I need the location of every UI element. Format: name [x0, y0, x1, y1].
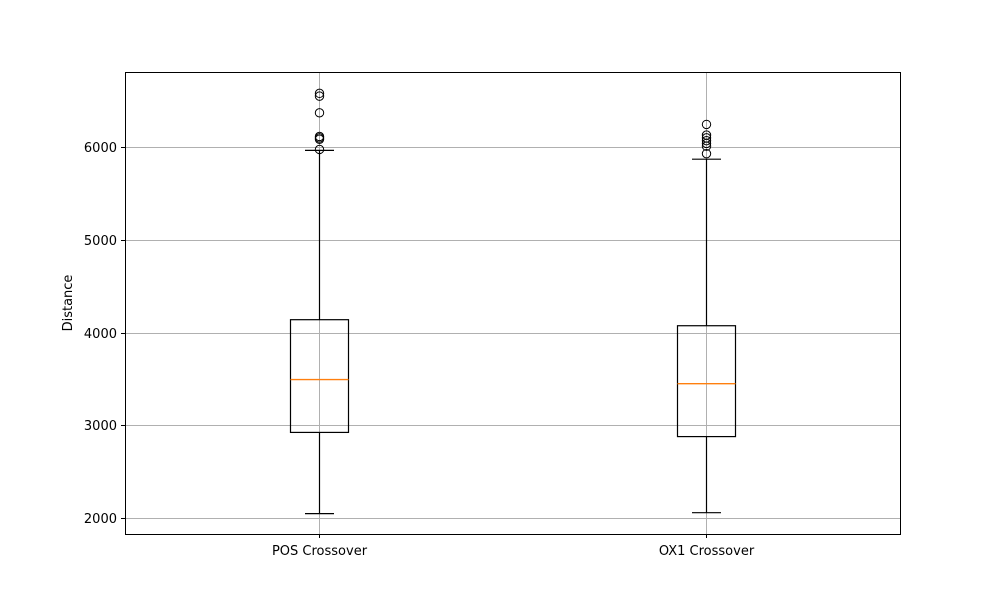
- grid-layer: [125, 72, 900, 534]
- outlier-point: [701, 133, 712, 143]
- x-tick-label: POS Crossover: [272, 544, 368, 559]
- outlier-point: [314, 144, 325, 155]
- outlier-point: [701, 119, 712, 130]
- y-axis-label: Distance: [61, 275, 76, 332]
- x-tick-label: OX1 Crossover: [659, 544, 755, 559]
- y-tick-label: 5000: [84, 234, 117, 249]
- iqr-box: [676, 325, 737, 438]
- outlier-point: [701, 130, 712, 140]
- y-tick-label: 3000: [84, 419, 117, 434]
- y-tick-label: 2000: [84, 512, 117, 527]
- iqr-box: [289, 319, 350, 434]
- outlier-point: [314, 88, 325, 99]
- y-tick-label: 6000: [84, 141, 117, 156]
- outlier-point: [701, 135, 712, 146]
- y-tick-label: 4000: [84, 327, 117, 342]
- outlier-point: [314, 108, 325, 118]
- axes-layer: 2000 3000 4000 5000 6000 POS Crossover OX1 Cro…: [84, 141, 755, 559]
- outlier-point: [701, 148, 712, 159]
- outlier-point: [314, 131, 325, 142]
- marks-layer: [289, 88, 737, 515]
- outlier-point: [314, 91, 325, 101]
- plot-frame: [125, 72, 901, 535]
